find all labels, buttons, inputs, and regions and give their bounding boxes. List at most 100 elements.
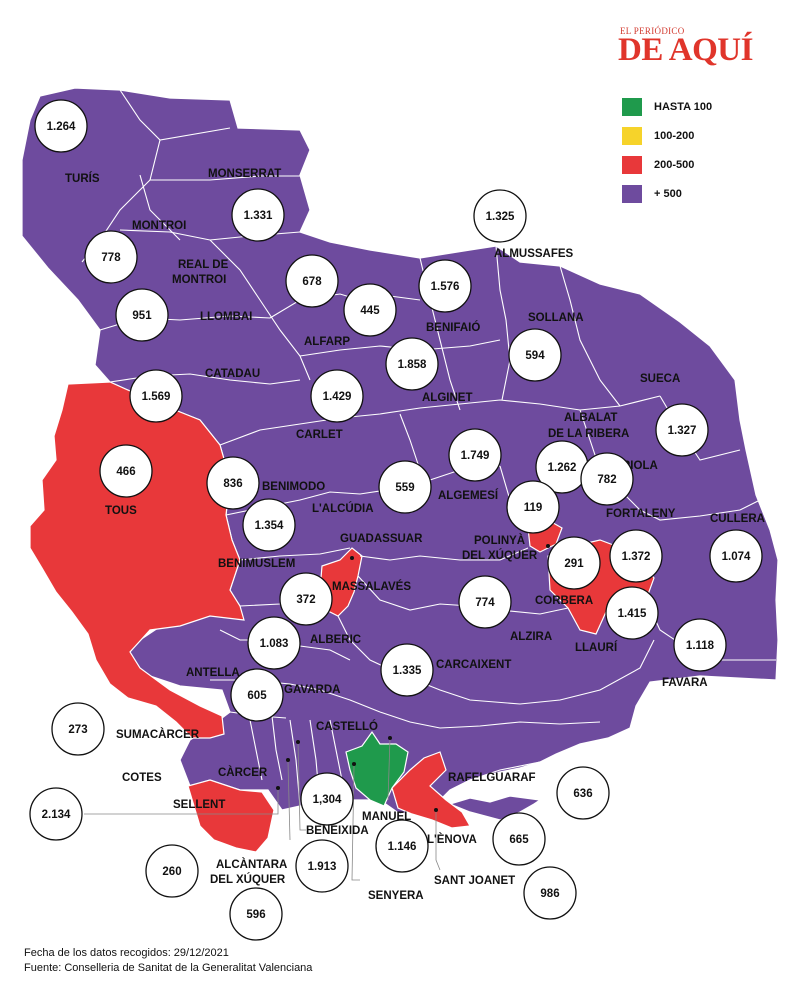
bubble: 1,304 [300, 772, 354, 826]
label-sumacarcer: SUMACÀRCER [116, 728, 200, 741]
bubble-value: 1.331 [244, 210, 273, 222]
label-llombai: LLOMBAI [200, 311, 252, 323]
label-guadassuar: GUADASSUAR [340, 533, 423, 545]
bubble-value: 559 [395, 482, 414, 494]
region-lenova [391, 751, 471, 829]
leader-dots [276, 544, 550, 812]
bubble-value: 836 [223, 478, 242, 490]
legend-item-over-500: + 500 [622, 179, 712, 208]
bubble-value: 1.415 [618, 608, 647, 620]
bubble: 678 [285, 254, 339, 308]
case-bubbles: 1.264 1.331 1.325 778 678 1.576 951 445 … [29, 99, 763, 941]
bubble-value: 1.146 [388, 841, 417, 853]
label-turis: TURÍS [65, 172, 100, 185]
region-senyera [345, 730, 409, 807]
bubble-value: 605 [247, 690, 267, 702]
bubble-value: 778 [101, 252, 121, 264]
label-lalcudia: L'ALCÚDIA [312, 502, 374, 515]
label-tous: TOUS [105, 505, 137, 517]
label-de-la-ribera: DE LA RIBERA [548, 428, 629, 440]
bubble: 774 [458, 575, 512, 629]
label-alcantara: ALCÀNTARA [216, 858, 287, 871]
bubble: 1.858 [385, 337, 439, 391]
bubble-value: 1.569 [142, 391, 171, 403]
bubble: 665 [492, 812, 546, 866]
bubble-value: 260 [162, 866, 181, 878]
bubble: 1.576 [418, 259, 472, 313]
label-sollana: SOLLANA [528, 312, 584, 324]
bubble-value: 1.372 [622, 551, 651, 563]
region-tous [29, 381, 245, 739]
bubble: 119 [506, 480, 560, 534]
bubble: 1.569 [129, 369, 183, 423]
label-senyera: SENYERA [368, 890, 424, 902]
bubble-value: 665 [509, 834, 529, 846]
brand-logo: DE AQUÍ [618, 32, 753, 68]
bubble: 1.913 [295, 839, 349, 893]
data-date-note: Fecha de los datos recogidos: 29/12/2021 [24, 947, 229, 959]
bubble-value: 636 [573, 788, 592, 800]
bubble: 1.429 [310, 369, 364, 423]
bubble: 596 [229, 887, 283, 941]
bubble-value: 445 [360, 305, 380, 317]
legend-item-hasta-100: HASTA 100 [622, 92, 712, 121]
label-cotes: COTES [122, 772, 162, 784]
label-real-de: REAL DE [178, 259, 229, 271]
bubble: 1.372 [609, 529, 663, 583]
label-lenova: L'ÈNOVA [427, 833, 477, 846]
label-carcer: CÀRCER [218, 766, 268, 779]
label-polinya: POLINYÀ [474, 534, 525, 547]
legend-item-100-200: 100-200 [622, 121, 712, 150]
bubble-value: 2.134 [42, 809, 71, 821]
bubble: 986 [523, 866, 577, 920]
bubble-value: 1.327 [668, 425, 697, 437]
leader-lines [84, 737, 441, 881]
bubble-value: 1.118 [686, 640, 715, 652]
bubble-value: 1.083 [260, 638, 289, 650]
bubble-value: 678 [302, 276, 322, 288]
label-alberic: ALBERIC [310, 634, 361, 646]
bubble: 951 [115, 288, 169, 342]
label-montroi-2: MONTROI [172, 274, 226, 286]
bubble: 2.134 [29, 787, 83, 841]
bubble: 1.327 [655, 403, 709, 457]
label-del-xuquer: DEL XÚQUER [462, 549, 538, 562]
legend-swatch-yellow [622, 126, 642, 145]
bubble-value: 1.749 [461, 450, 490, 462]
bubble: 1.074 [709, 529, 763, 583]
legend-swatch-green [622, 97, 642, 116]
bubble: 291 [547, 536, 601, 590]
data-source-note: Fuente: Conselleria de Sanitat de la Gen… [24, 962, 313, 974]
brand-small-text: EL PERIÓDICO [620, 26, 685, 36]
legend: HASTA 100 100-200 200-500 + 500 [622, 92, 712, 208]
legend-label: 100-200 [654, 129, 695, 142]
label-albalat: ALBALAT [564, 412, 617, 424]
legend-label: 200-500 [654, 158, 695, 171]
bubble: 836 [206, 456, 260, 510]
bubble: 1.354 [242, 498, 296, 552]
label-massalaves: MASSALAVÉS [332, 580, 411, 593]
label-alginet: ALGINET [422, 392, 472, 404]
bubble-value: 1.335 [393, 665, 422, 677]
bubble-value: 1.429 [323, 391, 352, 403]
bubble-value: 594 [525, 350, 545, 362]
bubble: 1.146 [375, 819, 429, 873]
bubble: 1.118 [673, 618, 727, 672]
label-sueca: SUECA [640, 373, 680, 385]
bubble: 1.083 [247, 616, 301, 670]
bubble: 273 [51, 702, 105, 756]
label-monserrat: MONSERRAT [208, 168, 281, 180]
bubble: 1.415 [605, 586, 659, 640]
bubble-value: 774 [475, 597, 495, 609]
label-rafelguaraf: RAFELGUARAF [448, 772, 536, 784]
bubble-value: 1.325 [486, 211, 515, 223]
bubble-value: 466 [116, 466, 135, 478]
bubble-value: 1.074 [722, 551, 751, 563]
bubble-value: 782 [597, 474, 616, 486]
label-sant-joanet: SANT JOANET [434, 875, 515, 887]
bubble: 1.749 [448, 428, 502, 482]
label-benimuslem: BENIMUSLEM [218, 558, 295, 570]
bubble: 1.325 [473, 189, 527, 243]
bubble-value: 273 [68, 724, 87, 736]
municipality-labels: TURÍS MONSERRAT MONTROI REAL DE MONTROI … [65, 168, 765, 902]
